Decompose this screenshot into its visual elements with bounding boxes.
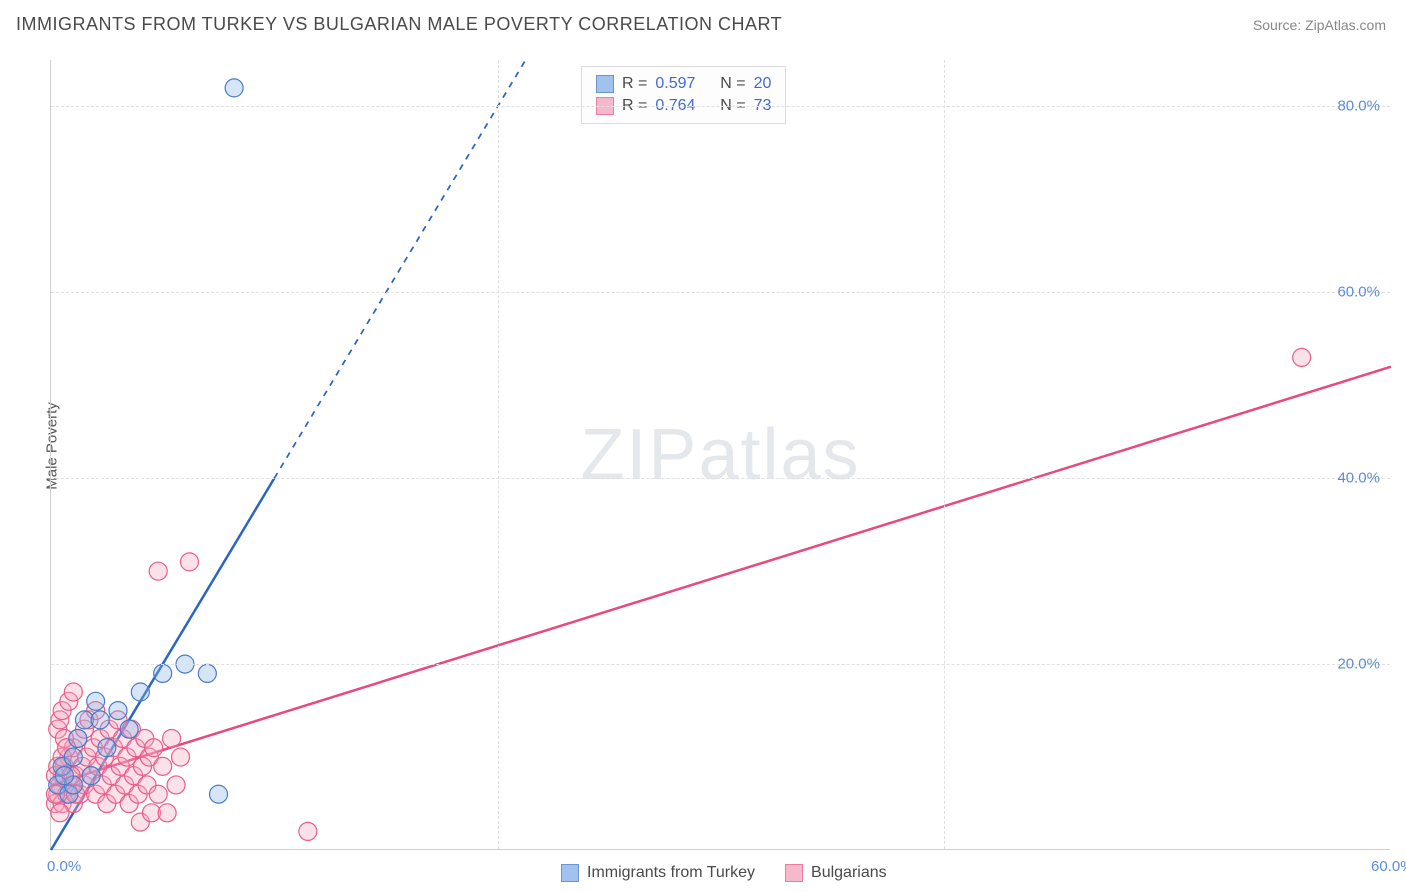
scatter-point-blue xyxy=(69,729,87,747)
scatter-point-blue xyxy=(225,79,243,97)
scatter-point-pink xyxy=(158,804,176,822)
scatter-point-blue xyxy=(210,785,228,803)
gridline-vertical xyxy=(944,60,945,849)
scatter-point-pink xyxy=(180,553,198,571)
scatter-point-pink xyxy=(51,804,69,822)
legend-item-turkey: Immigrants from Turkey xyxy=(561,864,755,882)
scatter-point-blue xyxy=(120,720,138,738)
n-value-blue: 20 xyxy=(754,75,772,93)
y-tick-label: 60.0% xyxy=(1337,284,1380,301)
scatter-point-blue xyxy=(64,748,82,766)
scatter-point-pink xyxy=(1293,348,1311,366)
scatter-point-blue xyxy=(98,739,116,757)
legend-label-bulgarians: Bulgarians xyxy=(811,864,887,882)
scatter-point-pink xyxy=(163,729,181,747)
x-tick-label: 60.0% xyxy=(1371,858,1406,875)
scatter-point-blue xyxy=(109,702,127,720)
gridline-horizontal xyxy=(51,478,1390,479)
scatter-point-pink xyxy=(149,785,167,803)
scatter-point-blue xyxy=(131,683,149,701)
gridline-horizontal xyxy=(51,664,1390,665)
scatter-point-pink xyxy=(172,748,190,766)
scatter-point-pink xyxy=(145,739,163,757)
regression-line xyxy=(51,367,1391,785)
source-value: ZipAtlas.com xyxy=(1305,17,1386,33)
y-tick-label: 40.0% xyxy=(1337,470,1380,487)
scatter-point-pink xyxy=(167,776,185,794)
chart-plot-area: ZIPatlas R = 0.597 N = 20 R = 0.764 N = … xyxy=(50,60,1390,850)
gridline-vertical xyxy=(498,60,499,849)
scatter-point-pink xyxy=(64,683,82,701)
scatter-svg xyxy=(51,60,1390,849)
r-value-blue: 0.597 xyxy=(655,75,695,93)
chart-title: IMMIGRANTS FROM TURKEY VS BULGARIAN MALE… xyxy=(16,14,782,35)
scatter-point-blue xyxy=(91,711,109,729)
series-legend: Immigrants from Turkey Bulgarians xyxy=(561,864,887,882)
gridline-horizontal xyxy=(51,106,1390,107)
header: IMMIGRANTS FROM TURKEY VS BULGARIAN MALE… xyxy=(0,0,1406,45)
y-tick-label: 20.0% xyxy=(1337,656,1380,673)
legend-row-blue: R = 0.597 N = 20 xyxy=(596,73,771,95)
legend-item-bulgarians: Bulgarians xyxy=(785,864,887,882)
swatch-bulgarians-icon xyxy=(785,864,803,882)
swatch-turkey-icon xyxy=(561,864,579,882)
scatter-point-blue xyxy=(154,664,172,682)
x-tick-label: 0.0% xyxy=(47,858,81,875)
correlation-legend: R = 0.597 N = 20 R = 0.764 N = 73 xyxy=(581,66,786,124)
gridline-horizontal xyxy=(51,292,1390,293)
scatter-point-pink xyxy=(299,822,317,840)
y-tick-label: 80.0% xyxy=(1337,98,1380,115)
swatch-blue xyxy=(596,75,614,93)
scatter-point-blue xyxy=(82,767,100,785)
scatter-point-pink xyxy=(154,757,172,775)
regression-line-dashed xyxy=(274,60,525,478)
scatter-point-blue xyxy=(198,664,216,682)
scatter-point-blue xyxy=(87,692,105,710)
source-label: Source: ZipAtlas.com xyxy=(1253,17,1386,33)
scatter-point-pink xyxy=(149,562,167,580)
legend-label-turkey: Immigrants from Turkey xyxy=(587,864,755,882)
scatter-point-blue xyxy=(55,767,73,785)
